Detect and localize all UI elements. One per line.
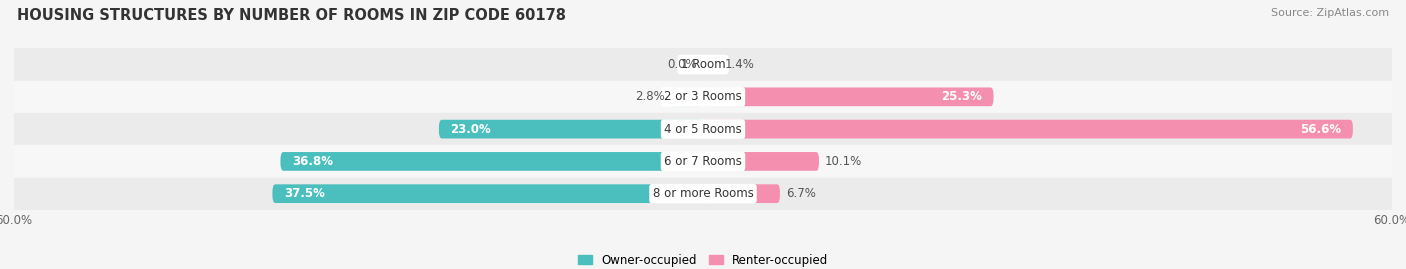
FancyBboxPatch shape: [703, 87, 994, 106]
FancyBboxPatch shape: [671, 87, 703, 106]
Text: 6.7%: 6.7%: [786, 187, 815, 200]
Text: 1 Room: 1 Room: [681, 58, 725, 71]
Text: 56.6%: 56.6%: [1301, 123, 1341, 136]
Legend: Owner-occupied, Renter-occupied: Owner-occupied, Renter-occupied: [572, 249, 834, 269]
FancyBboxPatch shape: [273, 184, 703, 203]
FancyBboxPatch shape: [280, 152, 703, 171]
Text: 37.5%: 37.5%: [284, 187, 325, 200]
Text: 2.8%: 2.8%: [636, 90, 665, 103]
Bar: [14, 113, 1392, 145]
Text: 6 or 7 Rooms: 6 or 7 Rooms: [664, 155, 742, 168]
Bar: [14, 178, 1392, 210]
FancyBboxPatch shape: [439, 120, 703, 139]
Text: 36.8%: 36.8%: [292, 155, 333, 168]
FancyBboxPatch shape: [703, 184, 780, 203]
Bar: [14, 145, 1392, 178]
Text: 25.3%: 25.3%: [941, 90, 981, 103]
FancyBboxPatch shape: [703, 55, 718, 74]
Text: 8 or more Rooms: 8 or more Rooms: [652, 187, 754, 200]
Bar: [14, 81, 1392, 113]
Text: Source: ZipAtlas.com: Source: ZipAtlas.com: [1271, 8, 1389, 18]
Text: 1.4%: 1.4%: [725, 58, 755, 71]
FancyBboxPatch shape: [703, 120, 1353, 139]
Bar: [14, 48, 1392, 81]
Text: 23.0%: 23.0%: [450, 123, 491, 136]
FancyBboxPatch shape: [703, 152, 818, 171]
Text: 10.1%: 10.1%: [825, 155, 862, 168]
Text: 2 or 3 Rooms: 2 or 3 Rooms: [664, 90, 742, 103]
Text: 4 or 5 Rooms: 4 or 5 Rooms: [664, 123, 742, 136]
Text: 0.0%: 0.0%: [668, 58, 697, 71]
Text: HOUSING STRUCTURES BY NUMBER OF ROOMS IN ZIP CODE 60178: HOUSING STRUCTURES BY NUMBER OF ROOMS IN…: [17, 8, 565, 23]
